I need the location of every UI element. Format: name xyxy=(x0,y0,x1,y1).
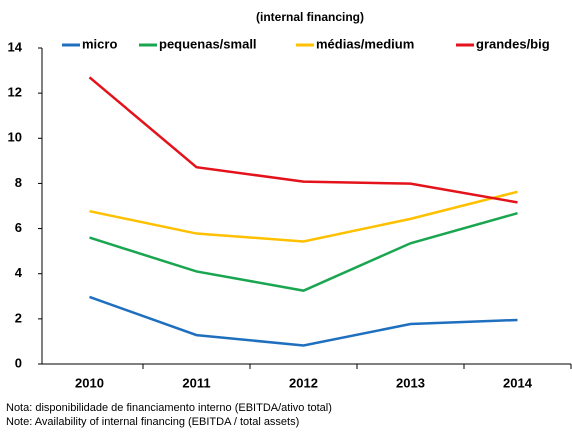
chart-subtitle: (internal financing) xyxy=(256,10,364,24)
y-tick-label: 10 xyxy=(8,130,22,145)
note: Note: Availability of internal financing… xyxy=(6,416,299,428)
y-tick-label: 6 xyxy=(15,220,22,235)
y-tick-label: 14 xyxy=(8,39,23,54)
x-tick-label: 2010 xyxy=(75,375,104,390)
series-line xyxy=(89,212,518,292)
y-tick-label: 4 xyxy=(15,265,23,280)
series-line xyxy=(89,295,518,347)
y-tick-label: 2 xyxy=(15,310,22,325)
x-tick-label: 2014 xyxy=(503,375,533,390)
note: Nota: disponibilidade de financiamento i… xyxy=(6,402,332,414)
legend-label: médias/medium xyxy=(316,36,414,51)
y-tick-label: 8 xyxy=(15,175,22,190)
y-tick-label: 0 xyxy=(15,355,22,370)
series-line xyxy=(89,190,518,243)
x-tick-label: 2011 xyxy=(182,375,210,390)
x-tick-label: 2013 xyxy=(396,375,425,390)
legend-label: micro xyxy=(82,36,117,51)
legend-label: pequenas/small xyxy=(159,36,257,51)
x-tick-label: 2012 xyxy=(289,375,318,390)
series-line xyxy=(88,76,518,204)
y-tick-label: 12 xyxy=(8,85,22,100)
legend-label: grandes/big xyxy=(476,36,550,51)
